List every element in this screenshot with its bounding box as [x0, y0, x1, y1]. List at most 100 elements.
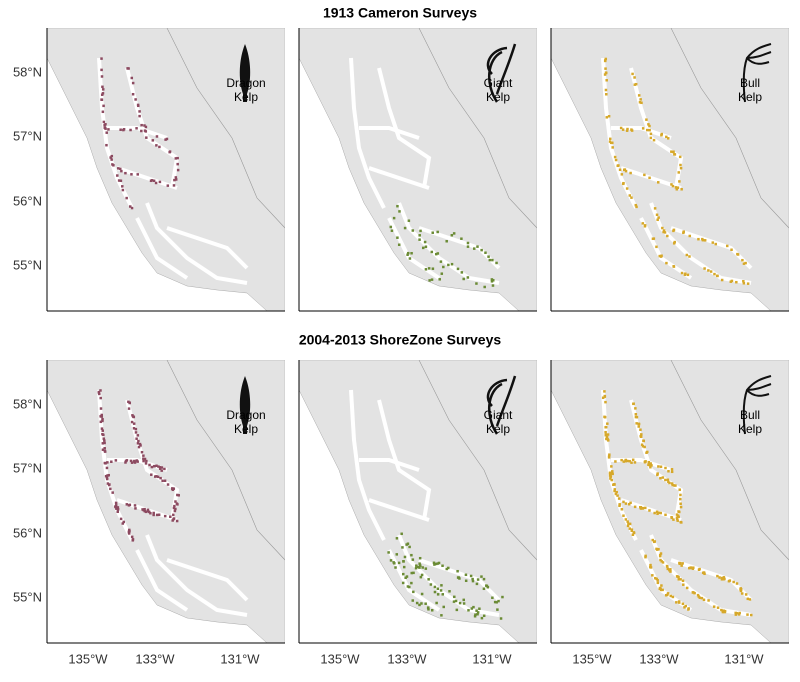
kelp-point — [619, 126, 623, 130]
kelp-point — [101, 419, 104, 423]
kelp-point — [629, 501, 632, 505]
kelp-point — [647, 460, 651, 464]
kelp-point — [639, 507, 643, 510]
kelp-point — [670, 468, 674, 471]
kelp-point — [478, 607, 481, 610]
kelp-point — [140, 129, 143, 133]
kelp-point — [666, 137, 670, 140]
kelp-point — [670, 150, 673, 153]
kelp-point — [671, 483, 674, 487]
kelp-point — [622, 514, 625, 517]
kelp-point — [703, 267, 706, 270]
kelp-point — [734, 613, 738, 616]
kelp-point — [155, 513, 159, 517]
kelp-point — [720, 608, 723, 612]
kelp-point — [144, 125, 148, 129]
kelp-point — [656, 579, 659, 582]
kelp-point — [647, 463, 650, 466]
kelp-point — [669, 594, 673, 598]
kelp-point — [151, 139, 155, 142]
kelp-point — [142, 454, 145, 457]
kelp-point — [138, 442, 142, 446]
kelp-point — [680, 521, 683, 524]
kelp-point — [604, 426, 607, 429]
kelp-point — [99, 389, 102, 392]
kelp-point — [144, 462, 148, 465]
kelp-point — [411, 599, 415, 602]
kelp-point — [144, 510, 148, 514]
kelp-point — [677, 578, 681, 581]
kelp-point — [163, 514, 167, 518]
kelp-point — [410, 571, 413, 575]
kelp-point — [613, 155, 617, 159]
kelp-point — [618, 168, 622, 171]
kelp-point — [655, 577, 658, 581]
kelp-point — [629, 171, 632, 175]
channel — [349, 389, 386, 541]
channel — [166, 558, 249, 602]
kelp-point — [420, 602, 423, 605]
kelp-point — [604, 57, 608, 61]
kelp-point — [679, 505, 683, 509]
row-title: 2004-2013 ShoreZone Surveys — [299, 332, 502, 348]
kelp-point — [685, 253, 689, 257]
kelp-point — [624, 169, 628, 173]
kelp-point — [637, 422, 640, 426]
kelp-point — [605, 116, 609, 119]
kelp-point — [716, 606, 720, 609]
kelp-point — [682, 231, 685, 235]
kelp-point — [681, 579, 685, 582]
kelp-point — [130, 535, 134, 539]
kelp-point — [395, 553, 399, 556]
kelp-point — [676, 514, 680, 517]
kelp-point — [657, 216, 660, 219]
y-tick-label: 56°N — [13, 525, 42, 540]
kelp-point — [703, 572, 706, 576]
kelp-point — [656, 512, 659, 516]
kelp-point — [661, 476, 665, 479]
kelp-point — [681, 602, 685, 606]
kelp-point — [689, 566, 693, 569]
kelp-point — [482, 587, 486, 591]
kelp-point — [155, 144, 158, 147]
kelp-point — [726, 244, 729, 248]
kelp-point — [132, 460, 136, 463]
kelp-icon — [742, 375, 772, 435]
kelp-point — [491, 258, 494, 262]
kelp-point — [714, 242, 718, 246]
kelp-point — [132, 422, 136, 425]
kelp-point — [604, 430, 607, 434]
kelp-point — [679, 163, 682, 167]
kelp-point — [713, 272, 716, 276]
kelp-point — [100, 75, 104, 78]
kelp-icon — [486, 375, 517, 435]
kelp-point — [117, 167, 120, 170]
kelp-point — [171, 519, 174, 522]
kelp-point — [103, 441, 106, 445]
kelp-point — [110, 158, 113, 161]
kelp-point — [660, 584, 663, 587]
kelp-point — [408, 257, 412, 260]
kelp-point — [135, 127, 138, 130]
kelp-point — [691, 591, 695, 594]
kelp-point — [127, 67, 130, 70]
kelp-point — [721, 610, 725, 614]
kelp-point — [421, 246, 425, 250]
kelp-point — [411, 558, 415, 561]
kelp-label: Kelp — [486, 422, 510, 436]
kelp-point — [476, 245, 479, 248]
kelp-point — [106, 474, 109, 477]
kelp-point — [99, 415, 102, 418]
kelp-point — [400, 532, 403, 536]
kelp-point — [387, 551, 390, 554]
kelp-point — [603, 59, 607, 63]
kelp-point — [722, 576, 726, 579]
kelp-point — [660, 254, 663, 257]
kelp-point — [640, 433, 643, 436]
kelp-point — [627, 522, 630, 525]
kelp-point — [496, 608, 499, 611]
kelp-point — [453, 595, 456, 599]
kelp-point — [736, 253, 740, 256]
kelp-point — [410, 251, 413, 255]
